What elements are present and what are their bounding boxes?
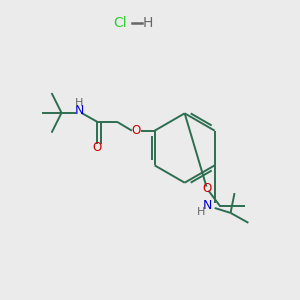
- Text: N: N: [75, 104, 84, 117]
- Text: O: O: [93, 141, 102, 154]
- Text: O: O: [203, 182, 212, 195]
- Text: H: H: [75, 98, 83, 108]
- Text: H: H: [196, 207, 205, 217]
- Text: N: N: [203, 200, 212, 212]
- Text: Cl: Cl: [113, 16, 127, 30]
- Text: H: H: [143, 16, 153, 30]
- Text: O: O: [131, 124, 140, 137]
